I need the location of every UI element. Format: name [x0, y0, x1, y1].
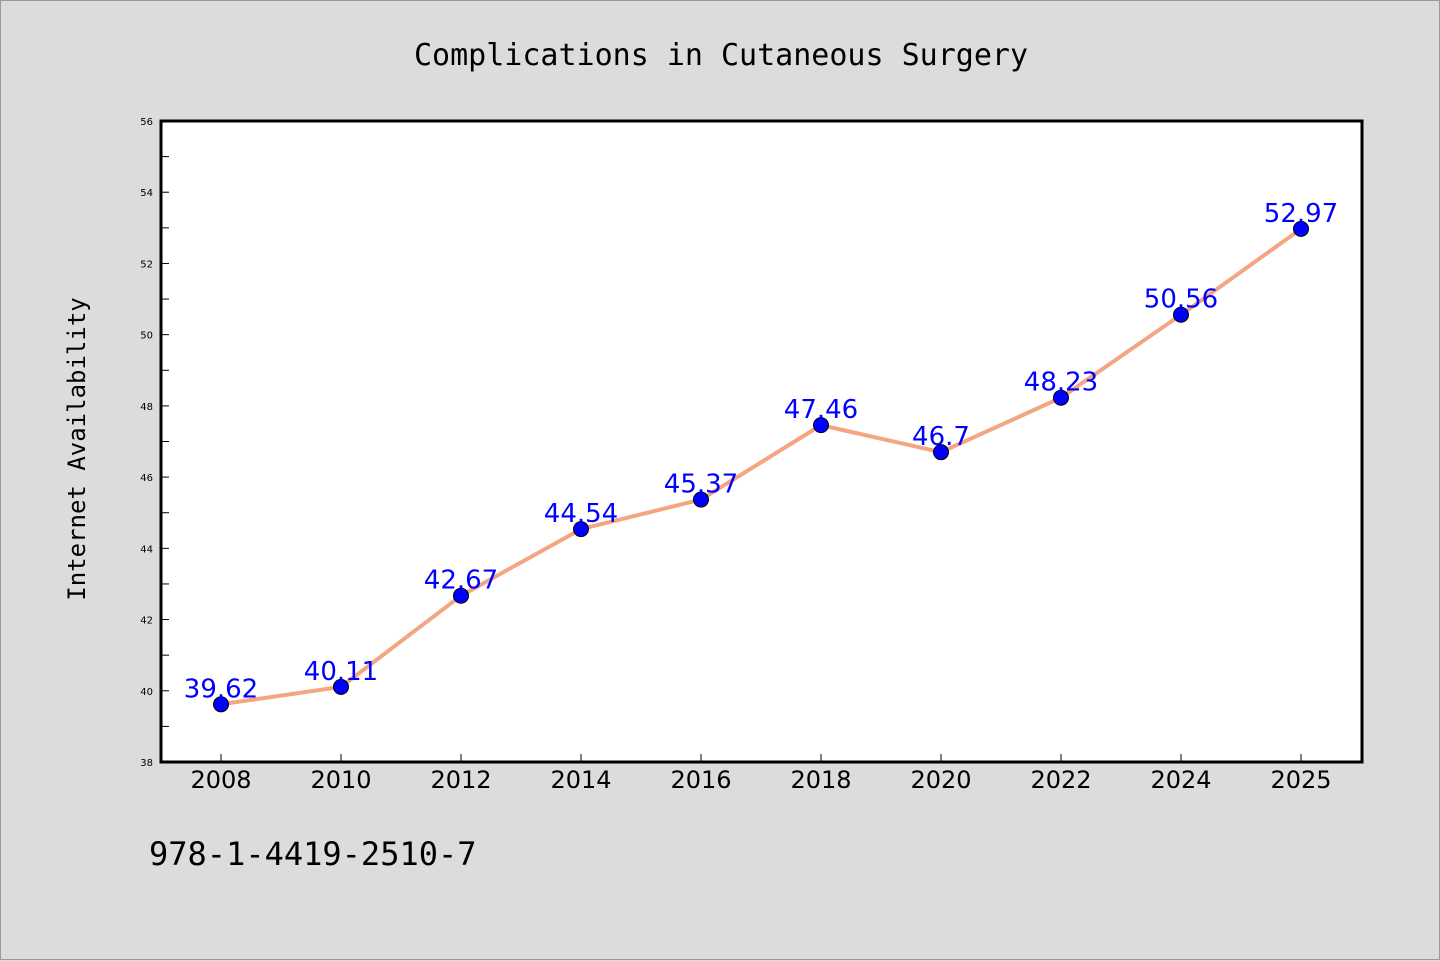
x-tick-label: 2014	[550, 766, 611, 794]
y-tick-label: 38	[140, 758, 153, 769]
isbn-footer: 978-1-4419-2510-7	[149, 835, 477, 873]
data-label: 46.7	[912, 422, 970, 452]
x-tick-label: 2024	[1150, 766, 1211, 794]
plot-area	[161, 121, 1362, 762]
data-label: 50.56	[1144, 285, 1218, 315]
data-point	[813, 417, 829, 434]
data-point	[693, 491, 709, 508]
data-label: 45.37	[664, 470, 738, 500]
chart-title: Complications in Cutaneous Surgery	[414, 38, 1028, 73]
data-label: 52.97	[1264, 199, 1338, 229]
y-tick-label: 52	[140, 259, 153, 270]
x-tick-label: 2012	[430, 766, 491, 794]
y-tick-label: 56	[140, 117, 153, 128]
data-label: 40.11	[304, 657, 378, 687]
y-axis-label: Internet Availability	[63, 297, 91, 600]
data-label: 42.67	[424, 566, 498, 596]
x-axis: 2008 2010 2012 2014 2016 2018 2020 2022 2024 2025	[190, 754, 1332, 794]
data-point	[933, 444, 949, 461]
plot-frame	[159, 119, 1364, 764]
data-labels: 39.62 40.11 42.67 44.54 45.37 47.46 46.7 48.23 5…	[184, 199, 1338, 704]
data-label: 39.62	[184, 674, 258, 704]
y-tick-label: 46	[140, 473, 153, 484]
data-label: 47.46	[784, 395, 858, 425]
data-point	[333, 678, 349, 695]
x-tick-label: 2016	[670, 766, 731, 794]
y-tick-label: 50	[140, 331, 153, 342]
y-tick-label: 42	[140, 616, 153, 627]
x-tick-label: 2020	[910, 766, 971, 794]
x-tick-label: 2010	[310, 766, 371, 794]
x-tick-label: 2025	[1270, 766, 1331, 794]
y-tick-label: 40	[140, 687, 153, 698]
y-tick-label: 44	[140, 544, 153, 555]
y-tick-label: 54	[140, 188, 153, 199]
data-point	[1293, 220, 1309, 237]
data-point	[453, 587, 469, 604]
y-tick-label: 48	[140, 402, 153, 413]
data-point	[1173, 306, 1189, 323]
data-label: 48.23	[1024, 368, 1098, 398]
data-point	[1053, 389, 1069, 406]
x-tick-label: 2018	[790, 766, 851, 794]
data-label: 44.54	[544, 499, 618, 529]
x-tick-label: 2022	[1030, 766, 1091, 794]
series-line	[220, 227, 1303, 707]
data-markers	[213, 220, 1309, 713]
data-point	[573, 521, 589, 538]
data-point	[213, 696, 229, 713]
x-tick-label: 2008	[190, 766, 251, 794]
